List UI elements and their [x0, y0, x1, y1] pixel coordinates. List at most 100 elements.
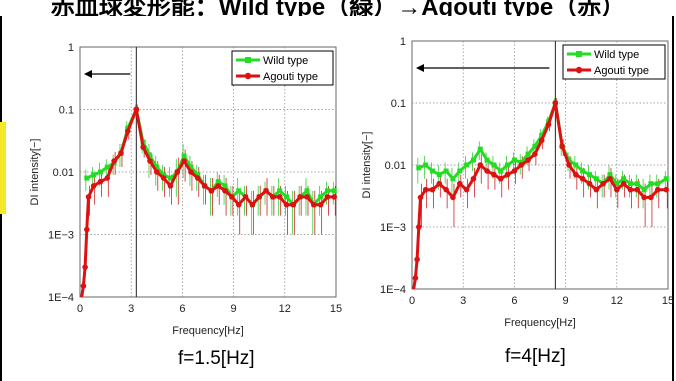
right-agouti-point: [477, 162, 484, 168]
right-x-tick-label: 3: [460, 295, 466, 307]
left-wild-point: [324, 188, 330, 194]
left-x-tick-label: 6: [179, 303, 185, 315]
right-agouti-point: [648, 194, 654, 201]
right-wild-point: [539, 132, 545, 138]
left-wild-point: [161, 172, 167, 178]
left-agouti-point: [331, 194, 338, 200]
right-agouti-point: [412, 275, 419, 281]
left-legend-agouti-marker: [244, 72, 252, 80]
right-wild-point: [634, 181, 640, 187]
left-agouti-point: [297, 194, 303, 200]
left-wild-point: [236, 188, 242, 194]
left-agouti-point: [249, 201, 256, 208]
left-wild-point: [147, 153, 153, 159]
right-agouti-point: [566, 162, 572, 168]
left-agouti-point: [104, 175, 111, 181]
side-highlight: [0, 122, 6, 214]
right-wild-point: [573, 162, 579, 168]
right-wild-point: [648, 181, 654, 187]
right-wild-point: [484, 157, 490, 163]
right-x-tick-label: 15: [662, 295, 674, 307]
right-wild-point: [443, 168, 449, 174]
right-wild-point: [607, 172, 613, 178]
right-wild-point: [423, 162, 429, 168]
right-legend-wild-label: Wild type: [594, 49, 639, 61]
left-agouti-point: [290, 201, 297, 208]
right-agouti-point: [504, 171, 511, 178]
right-legend-box: [562, 44, 666, 80]
right-wild-point: [663, 176, 669, 182]
right-agouti-point: [497, 175, 504, 182]
left-agouti-point: [276, 194, 283, 200]
left-agouti-point: [304, 194, 310, 200]
right-agouti-point: [627, 186, 634, 193]
right-wild-point: [470, 157, 476, 163]
right-wild-point: [641, 187, 647, 193]
left-agouti-point: [188, 169, 194, 175]
right-agouti-point: [641, 194, 647, 201]
left-y-tick-label: 1: [68, 42, 74, 54]
right-wild-point: [614, 181, 620, 187]
left-agouti-point: [174, 169, 181, 175]
right-y-axis-label: DI intensity[−]: [361, 132, 373, 199]
left-agouti-point: [181, 158, 187, 164]
left-agouti-point: [82, 264, 88, 270]
right-agouti-point: [443, 186, 449, 193]
right-agouti-point: [436, 180, 443, 187]
right-agouti-point: [525, 157, 531, 163]
left-wild-point: [154, 164, 160, 170]
left-agouti-point: [85, 194, 92, 200]
right-agouti-point: [620, 180, 627, 187]
right-x-tick-label: 9: [563, 295, 569, 307]
right-wild-point: [429, 168, 435, 174]
right-wild-point: [593, 176, 599, 182]
left-agouti-point: [208, 188, 215, 194]
left-wild-point: [97, 169, 103, 175]
right-agouti-point: [614, 186, 620, 193]
right-agouti-point: [552, 100, 559, 106]
left-agouti-point: [311, 201, 317, 208]
right-agouti-point: [422, 186, 429, 193]
left-wild-point: [195, 172, 201, 178]
right-y-tick-label: 0.01: [385, 160, 406, 172]
left-agouti-point: [154, 169, 160, 175]
right-wild-point: [532, 143, 538, 149]
left-y-tick-label: 1E−4: [48, 292, 74, 304]
right-caption: f=4[Hz]: [505, 346, 566, 367]
right-agouti-point: [579, 175, 586, 182]
left-wild-point: [84, 175, 90, 181]
right-y-tick-label: 1: [400, 36, 406, 48]
right-wild-point: [511, 157, 517, 163]
left-x-tick-label: 12: [279, 303, 291, 315]
right-agouti-point: [463, 186, 470, 193]
right-agouti-point: [634, 186, 641, 193]
left-legend-box: [231, 50, 334, 86]
right-wild-point: [436, 172, 442, 178]
right-x-tick-label: 6: [511, 295, 517, 307]
right-y-tick-label: 1E−4: [380, 284, 406, 296]
right-legend-wild-marker: [576, 51, 582, 57]
left-wild-point: [167, 175, 173, 181]
right-wild-point: [416, 165, 422, 171]
right-agouti-point: [600, 180, 606, 187]
left-y-tick-label: 0.01: [53, 167, 74, 179]
left-agouti-point: [235, 201, 242, 208]
left-agouti-point: [111, 158, 117, 164]
title-strip: 赤血球変形能：Wild type（緑）→Agouti type（赤）: [0, 0, 676, 16]
right-agouti-point: [538, 137, 545, 144]
right-wild-point: [498, 168, 504, 174]
left-wild-point: [222, 183, 228, 189]
left-legend-wild-label: Wild type: [263, 55, 308, 67]
right-agouti-point: [573, 171, 579, 178]
left-agouti-point: [270, 194, 276, 200]
right-wild-point: [477, 146, 483, 152]
left-agouti-point: [167, 183, 174, 189]
right-wild-point: [586, 172, 592, 178]
right-agouti-point: [593, 186, 600, 193]
left-x-tick-label: 15: [330, 303, 342, 315]
right-agouti-point: [559, 143, 565, 150]
left-wild-point: [181, 153, 187, 159]
left-wild-point: [215, 179, 221, 185]
right-agouti-point: [607, 175, 613, 182]
